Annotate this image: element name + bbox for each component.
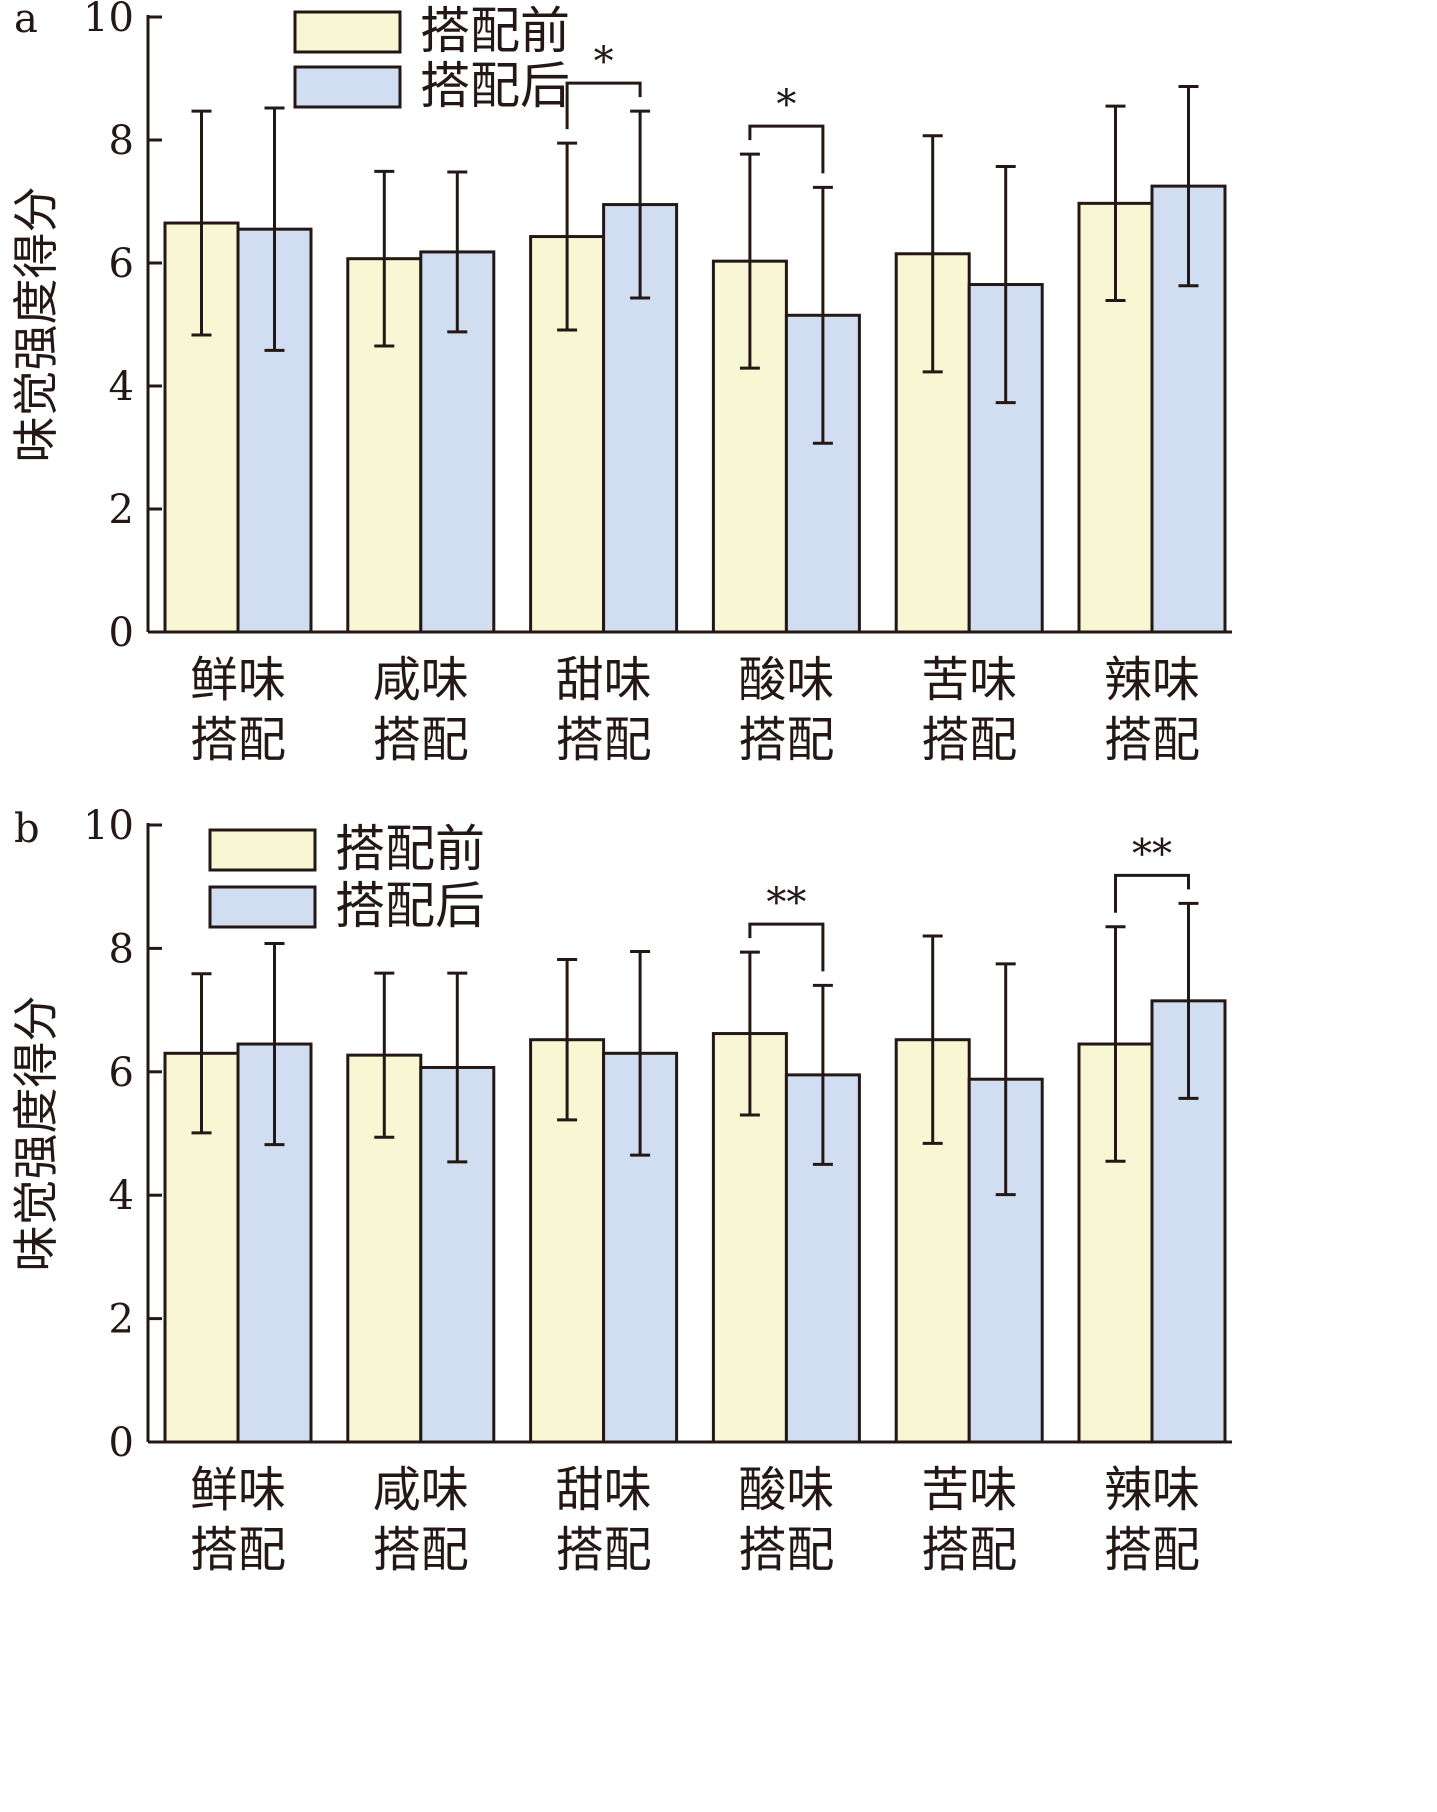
category-label: 搭配 xyxy=(738,712,834,768)
significance-bracket xyxy=(565,81,642,130)
category-label: 搭配 xyxy=(1104,1522,1200,1578)
legend-swatch-before xyxy=(293,10,402,54)
category-label: 搭配 xyxy=(373,1522,469,1578)
y-tick-label: 8 xyxy=(109,118,134,164)
category-label: 甜味 xyxy=(556,652,652,708)
legend-swatch-after xyxy=(293,65,402,109)
significance-bracket xyxy=(1114,873,1190,913)
category-label: 搭配 xyxy=(1104,712,1200,768)
category-label: 搭配 xyxy=(556,712,652,768)
legend-label-after: 搭配后 xyxy=(420,57,570,115)
category-label: 甜味 xyxy=(556,1462,652,1518)
category-label: 鲜味 xyxy=(190,652,286,708)
category-label: 咸味 xyxy=(373,652,469,708)
bar-before xyxy=(711,259,788,634)
category-label: 咸味 xyxy=(373,1462,469,1518)
legend-swatch-before xyxy=(208,828,317,872)
significance-label: * xyxy=(776,82,796,128)
y-tick-label: 10 xyxy=(83,803,134,849)
category-label: 苦味 xyxy=(921,652,1017,708)
category-label: 搭配 xyxy=(921,1522,1017,1578)
significance-bracket xyxy=(748,124,825,174)
y-tick-label: 10 xyxy=(83,0,134,41)
category-label: 酸味 xyxy=(738,1462,834,1518)
significance-bracket xyxy=(748,922,825,972)
legend-label-after: 搭配后 xyxy=(335,877,485,935)
y-tick-label: 2 xyxy=(109,487,134,533)
legend-swatch-after xyxy=(208,885,317,929)
y-axis-label: 味觉强度得分 xyxy=(9,996,63,1272)
y-tick-label: 0 xyxy=(109,610,134,656)
panel-label: a xyxy=(14,0,38,42)
category-label: 苦味 xyxy=(921,1462,1017,1518)
category-label: 辣味 xyxy=(1104,652,1200,708)
category-label: 搭配 xyxy=(556,1522,652,1578)
y-axis-label: 味觉强度得分 xyxy=(9,187,63,463)
significance-label: * xyxy=(594,39,614,85)
significance-label: ** xyxy=(1132,831,1172,877)
category-label: 搭配 xyxy=(190,712,286,768)
legend-label-before: 搭配前 xyxy=(420,2,570,60)
y-tick-label: 0 xyxy=(109,1420,134,1466)
y-tick-label: 4 xyxy=(109,1173,134,1219)
panel-b: b0246810味觉强度得分鲜味搭配咸味搭配甜味搭配酸味搭配苦味搭配辣味搭配**… xyxy=(9,803,1232,1578)
category-label: 搭配 xyxy=(738,1522,834,1578)
category-label: 搭配 xyxy=(373,712,469,768)
legend-label-before: 搭配前 xyxy=(335,820,485,878)
category-label: 鲜味 xyxy=(190,1462,286,1518)
category-label: 辣味 xyxy=(1104,1462,1200,1518)
y-tick-label: 6 xyxy=(109,1050,134,1096)
panel-a: a0246810味觉强度得分鲜味搭配咸味搭配甜味搭配酸味搭配苦味搭配辣味搭配**… xyxy=(9,0,1232,768)
y-tick-label: 6 xyxy=(109,241,134,287)
y-tick-label: 2 xyxy=(109,1297,134,1343)
y-tick-label: 8 xyxy=(109,926,134,972)
category-label: 酸味 xyxy=(738,652,834,708)
category-label: 搭配 xyxy=(921,712,1017,768)
y-tick-label: 4 xyxy=(109,364,134,410)
significance-label: ** xyxy=(766,880,806,926)
panel-label: b xyxy=(14,806,40,852)
category-label: 搭配 xyxy=(190,1522,286,1578)
